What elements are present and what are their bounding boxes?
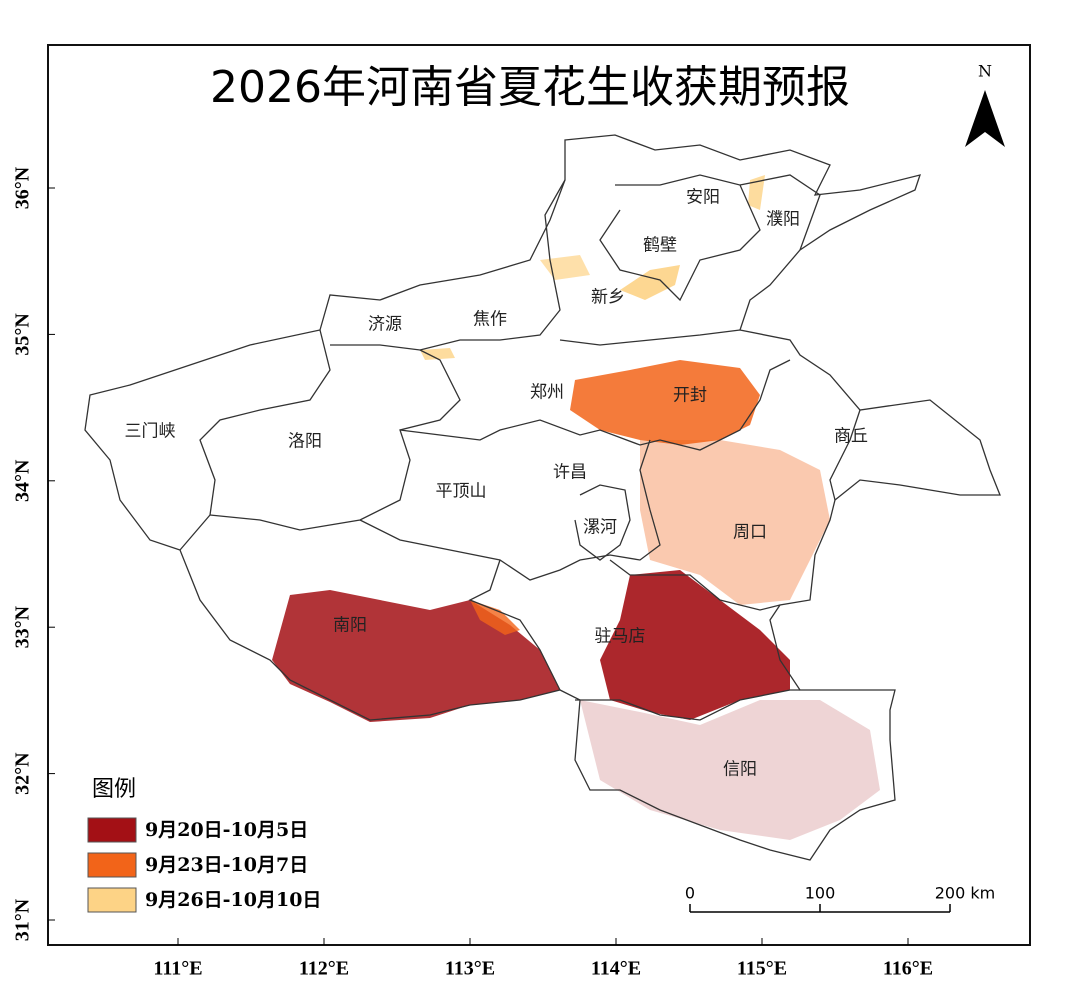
scale-label: 200 km <box>935 884 995 903</box>
harvest-areas <box>272 175 880 840</box>
x-tick-label: 115°E <box>737 958 787 980</box>
north-label: N <box>978 62 992 81</box>
city-border <box>179 329 331 551</box>
region-label: 濮阳 <box>766 210 800 230</box>
scale-label: 100 <box>805 884 836 903</box>
y-tick-label: 36°N <box>12 166 34 209</box>
north-arrow-shape <box>965 90 1005 147</box>
y-tick-label: 34°N <box>12 459 34 502</box>
province-outline <box>84 134 1001 861</box>
region-label: 信阳 <box>723 760 757 780</box>
region-label: 平顶山 <box>436 482 487 502</box>
scale-label: 0 <box>685 884 695 903</box>
city-border <box>609 559 781 611</box>
legend-items: 9月20日-10月5日 9月23日-10月7日 9月26日-10月10日 <box>87 817 321 913</box>
city-border <box>359 439 661 581</box>
region-label: 济源 <box>368 315 402 335</box>
y-tick-label: 35°N <box>12 313 34 356</box>
region-label: 开封 <box>673 386 707 406</box>
x-tick-label: 112°E <box>299 958 349 980</box>
map-title: 2026年河南省夏花生收获期预报 <box>210 62 850 113</box>
area-late <box>620 265 680 300</box>
city-border <box>399 359 791 451</box>
legend-label: 9月26日-10月10日 <box>145 889 321 911</box>
legend-title: 图例 <box>92 777 136 802</box>
region-label: 驻马店 <box>595 627 646 647</box>
region-label: 南阳 <box>333 616 367 636</box>
x-tick-label: 111°E <box>153 958 202 980</box>
city-border <box>209 349 461 531</box>
x-tick-label: 114°E <box>591 958 641 980</box>
region-label: 商丘 <box>834 427 868 447</box>
area-mid-sparse <box>640 440 830 605</box>
region-label: 郑州 <box>530 383 564 403</box>
legend: 图例 9月20日-10月5日 9月23日-10月7日 9月26日-10月10日 <box>87 777 321 913</box>
map-frame <box>47 44 1031 946</box>
city-border <box>599 174 761 302</box>
area-late <box>420 348 455 360</box>
legend-label: 9月20日-10月5日 <box>145 819 308 841</box>
city-border <box>574 484 631 561</box>
region-label: 许昌 <box>553 463 587 483</box>
city-border <box>468 559 561 691</box>
region-label: 鹤壁 <box>643 236 677 256</box>
region-label: 周口 <box>733 523 767 543</box>
region-labels: 安阳 濮阳 鹤壁 新乡 济源 焦作 郑州 开封 三门峡 洛阳 商丘 许昌 平顶山… <box>125 188 869 780</box>
x-axis: 111°E 112°E 113°E 114°E 115°E 116°E <box>153 938 933 980</box>
area-mid <box>470 600 520 635</box>
region-label: 新乡 <box>591 288 625 308</box>
y-tick-label: 33°N <box>12 605 34 648</box>
y-axis: 36°N 35°N 34°N 33°N 32°N 31°N <box>12 166 55 941</box>
scale-bar: 0 100 200 km <box>685 884 995 913</box>
region-label: 焦作 <box>473 310 507 330</box>
legend-swatch <box>87 817 137 843</box>
y-tick-label: 32°N <box>12 752 34 795</box>
legend-label: 9月23日-10月7日 <box>145 854 308 876</box>
city-border <box>330 179 566 351</box>
region-label: 三门峡 <box>125 422 176 442</box>
area-early-sparse <box>580 700 880 840</box>
city-border <box>575 689 800 721</box>
city-border <box>739 174 821 251</box>
area-early <box>600 570 790 720</box>
area-mid <box>570 360 760 445</box>
legend-swatch <box>87 852 137 878</box>
region-label: 洛阳 <box>288 432 322 452</box>
area-late <box>748 175 765 210</box>
city-border <box>559 329 741 346</box>
region-label: 漯河 <box>583 518 617 538</box>
boundaries <box>84 134 1001 861</box>
legend-swatch <box>87 887 137 913</box>
y-tick-label: 31°N <box>12 898 34 941</box>
x-tick-label: 113°E <box>445 958 495 980</box>
region-label: 安阳 <box>686 188 720 208</box>
north-arrow: N <box>965 62 1005 147</box>
city-border <box>829 409 861 501</box>
x-tick-label: 116°E <box>883 958 933 980</box>
